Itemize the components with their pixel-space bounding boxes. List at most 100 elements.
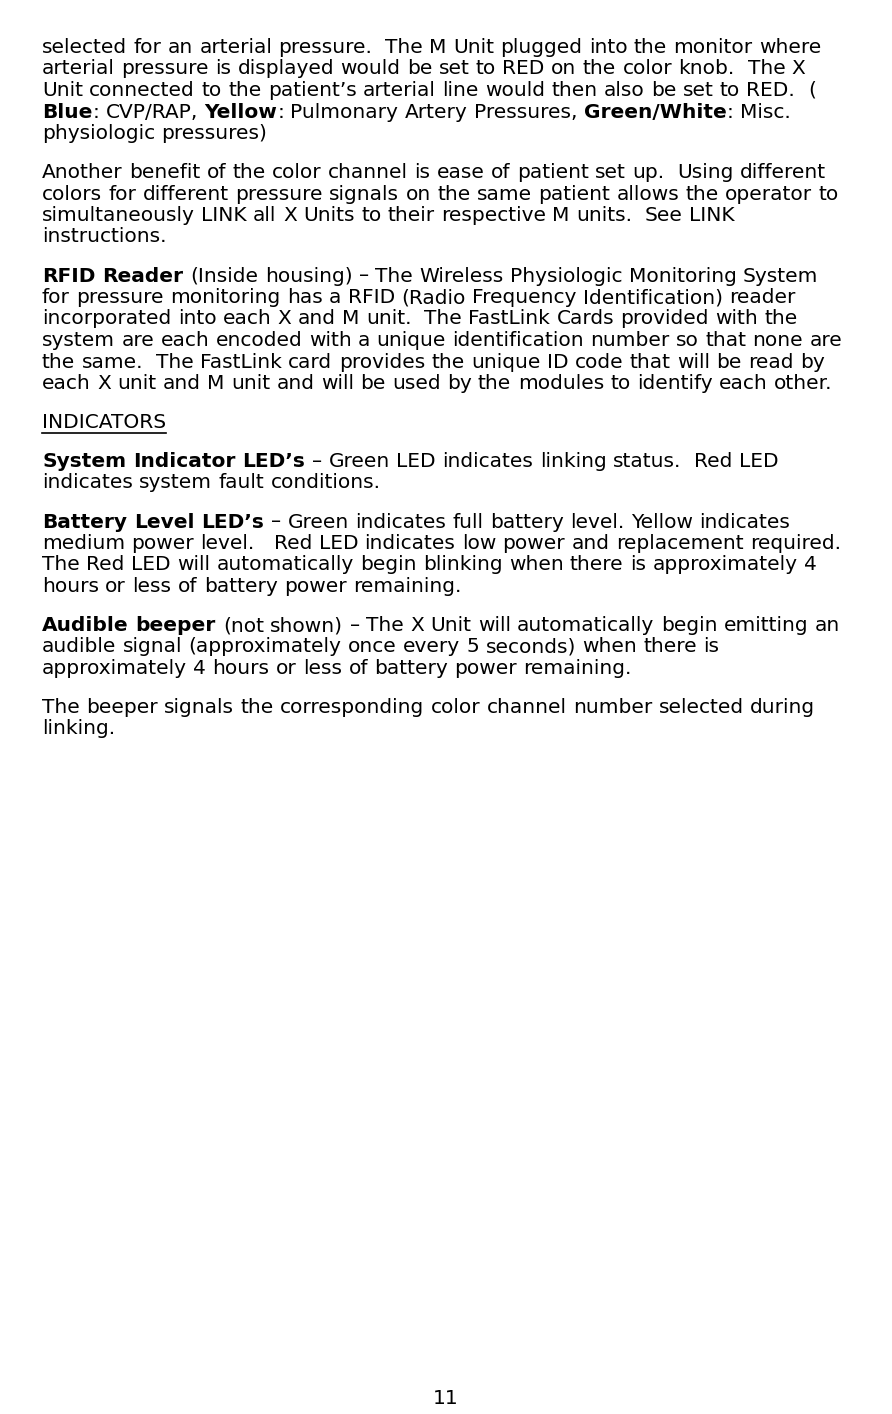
Text: approximately: approximately (652, 556, 797, 574)
Text: LINK: LINK (202, 206, 247, 225)
Text: plugged: plugged (500, 38, 582, 57)
Text: medium: medium (42, 534, 125, 553)
Text: the: the (241, 699, 274, 717)
Text: level.: level. (570, 512, 624, 532)
Text: unit: unit (231, 373, 270, 393)
Text: corresponding: corresponding (280, 699, 425, 717)
Text: and: and (277, 373, 314, 393)
Text: patient: patient (538, 184, 610, 204)
Text: linking: linking (540, 452, 607, 471)
Text: pressure: pressure (235, 184, 323, 204)
Text: and: and (162, 373, 201, 393)
Text: linking.: linking. (42, 720, 115, 738)
Text: unique: unique (471, 352, 541, 372)
Text: X: X (97, 373, 111, 393)
Text: none: none (753, 331, 804, 351)
Text: every: every (403, 638, 460, 656)
Text: is: is (704, 638, 720, 656)
Text: the: the (582, 59, 616, 79)
Text: indicates: indicates (42, 474, 133, 492)
Text: Battery: Battery (42, 512, 127, 532)
Text: patient’s: patient’s (268, 81, 357, 100)
Text: shown): shown) (270, 617, 343, 635)
Text: System: System (42, 452, 126, 471)
Text: incorporated: incorporated (42, 310, 171, 328)
Text: the: the (432, 352, 465, 372)
Text: pressure: pressure (76, 288, 164, 307)
Text: by: by (447, 373, 472, 393)
Text: a: a (358, 331, 370, 351)
Text: INDICATORS: INDICATORS (42, 413, 166, 433)
Text: the: the (764, 310, 797, 328)
Text: fault: fault (219, 474, 264, 492)
Text: into: into (589, 38, 627, 57)
Text: on: on (406, 184, 431, 204)
Text: See: See (645, 206, 683, 225)
Text: ease: ease (437, 163, 484, 182)
Text: connected: connected (89, 81, 195, 100)
Text: M: M (429, 38, 447, 57)
Text: Identification): Identification) (582, 288, 723, 307)
Text: pressure.: pressure. (278, 38, 373, 57)
Text: that: that (706, 331, 747, 351)
Text: CVP/RAP,: CVP/RAP, (105, 102, 198, 122)
Text: operator: operator (725, 184, 813, 204)
Text: up.: up. (632, 163, 665, 182)
Text: or: or (276, 659, 297, 677)
Text: –: – (312, 452, 323, 471)
Text: for: for (109, 184, 136, 204)
Text: system: system (42, 331, 115, 351)
Text: ID: ID (547, 352, 568, 372)
Text: selected: selected (659, 699, 744, 717)
Text: each: each (719, 373, 768, 393)
Text: signals: signals (329, 184, 399, 204)
Text: monitor: monitor (673, 38, 753, 57)
Text: Level: Level (134, 512, 194, 532)
Text: Cards: Cards (557, 310, 615, 328)
Text: other.: other. (774, 373, 832, 393)
Text: power: power (131, 534, 194, 553)
Text: Physiologic: Physiologic (510, 266, 623, 286)
Text: would: would (485, 81, 545, 100)
Text: provided: provided (621, 310, 709, 328)
Text: The: The (42, 556, 79, 574)
Text: same: same (476, 184, 532, 204)
Text: hours: hours (212, 659, 269, 677)
Text: Unit: Unit (453, 38, 494, 57)
Text: same.: same. (82, 352, 143, 372)
Text: an: an (814, 617, 840, 635)
Text: the: the (478, 373, 511, 393)
Text: Another: Another (42, 163, 122, 182)
Text: Wireless: Wireless (419, 266, 504, 286)
Text: different: different (740, 163, 826, 182)
Text: (approximately: (approximately (188, 638, 342, 656)
Text: will: will (321, 373, 354, 393)
Text: FastLink: FastLink (468, 310, 550, 328)
Text: LED: LED (318, 534, 359, 553)
Text: seconds): seconds) (485, 638, 576, 656)
Text: Misc.: Misc. (739, 102, 790, 122)
Text: be: be (360, 373, 385, 393)
Text: and: and (572, 534, 609, 553)
Text: modules: modules (517, 373, 604, 393)
Text: of: of (178, 577, 197, 595)
Text: unique: unique (376, 331, 446, 351)
Text: LED: LED (131, 556, 170, 574)
Text: selected: selected (42, 38, 128, 57)
Text: for: for (42, 288, 70, 307)
Text: to: to (475, 59, 496, 79)
Text: instructions.: instructions. (42, 228, 167, 246)
Text: 4: 4 (804, 556, 816, 574)
Text: power: power (284, 577, 346, 595)
Text: less: less (303, 659, 343, 677)
Text: X: X (277, 310, 292, 328)
Text: of: of (349, 659, 368, 677)
Text: will: will (478, 617, 511, 635)
Text: Red: Red (694, 452, 732, 471)
Text: displayed: displayed (237, 59, 334, 79)
Text: 11: 11 (434, 1389, 458, 1407)
Text: Red: Red (274, 534, 312, 553)
Text: be: be (651, 81, 676, 100)
Text: The: The (425, 310, 462, 328)
Text: RFID: RFID (348, 288, 395, 307)
